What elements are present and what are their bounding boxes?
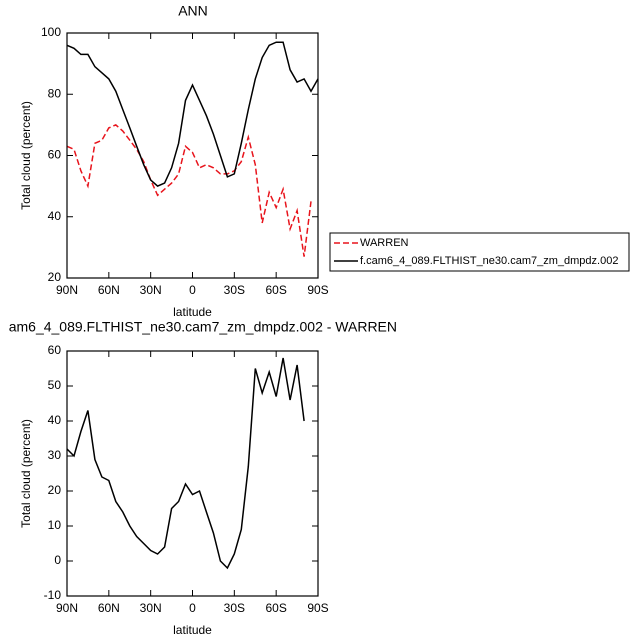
x-axis-label: latitude	[173, 305, 212, 319]
y-tick-label: 0	[54, 553, 61, 567]
y-tick-label: 60	[48, 343, 62, 357]
data-line	[66, 357, 305, 570]
y-tick-label: 30	[48, 448, 62, 462]
plot-frame	[66, 32, 319, 279]
legend-label: WARREN	[360, 237, 409, 249]
legend-box	[329, 232, 630, 272]
x-axis-label: latitude	[173, 623, 212, 637]
x-tick-label: 60N	[98, 283, 120, 297]
y-tick-label: -10	[44, 588, 62, 602]
y-tick-label: 20	[48, 483, 62, 497]
x-tick-label: 0	[189, 283, 196, 297]
y-axis-label: Total cloud (percent)	[19, 419, 33, 528]
x-tick-label: 60S	[265, 601, 286, 615]
plot-frame	[66, 350, 319, 597]
x-tick-label: 30S	[224, 601, 245, 615]
x-tick-label: 90S	[307, 601, 328, 615]
data-line	[66, 124, 312, 257]
chart-title: am6_4_089.FLTHIST_ne30.cam7_zm_dmpdz.002…	[9, 319, 397, 335]
y-tick-label: 50	[48, 378, 62, 392]
x-tick-label: 30N	[140, 601, 162, 615]
x-tick-label: 30S	[224, 283, 245, 297]
y-tick-label: 10	[48, 518, 62, 532]
y-tick-label: 40	[48, 209, 62, 223]
y-tick-label: 60	[48, 148, 62, 162]
legend-label: f.cam6_4_089.FLTHIST_ne30.cam7_zm_dmpdz.…	[360, 255, 618, 267]
x-tick-label: 90N	[56, 283, 78, 297]
x-tick-label: 90S	[307, 283, 328, 297]
x-tick-label: 60S	[265, 283, 286, 297]
y-tick-label: 100	[41, 25, 61, 39]
y-tick-label: 20	[48, 270, 62, 284]
y-axis-label: Total cloud (percent)	[19, 101, 33, 210]
x-tick-label: 90N	[56, 601, 78, 615]
chart-title: ANN	[178, 3, 208, 19]
data-line	[66, 41, 319, 187]
y-tick-label: 40	[48, 413, 62, 427]
x-tick-label: 0	[189, 601, 196, 615]
y-tick-label: 80	[48, 86, 62, 100]
x-tick-label: 60N	[98, 601, 120, 615]
x-tick-label: 30N	[140, 283, 162, 297]
